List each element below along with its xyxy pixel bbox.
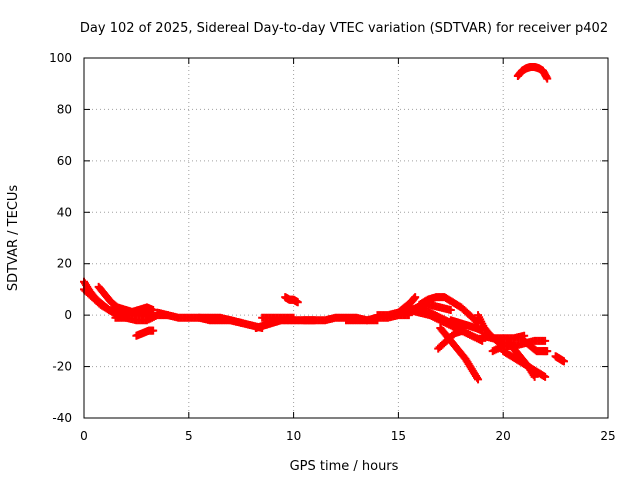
data-marks bbox=[80, 63, 568, 384]
data-point bbox=[149, 306, 158, 314]
y-tick-label: -40 bbox=[52, 411, 72, 425]
y-tick-label: 20 bbox=[57, 257, 72, 271]
data-point bbox=[530, 372, 539, 381]
series-arc-4 bbox=[109, 303, 158, 317]
axis-ticks: 0 5 10 15 20 25 -40 -20 0 20 40 60 80 100 bbox=[49, 51, 616, 443]
data-point bbox=[411, 293, 420, 302]
x-tick-label: 20 bbox=[496, 429, 511, 443]
x-tick-label: 10 bbox=[286, 429, 301, 443]
x-axis-label: GPS time / hours bbox=[290, 459, 399, 474]
series-arc-6 bbox=[132, 326, 158, 340]
y-tick-label: 40 bbox=[57, 205, 72, 219]
series-arc-17 bbox=[415, 293, 483, 327]
y-axis-label: SDTVAR / TECUs bbox=[6, 185, 21, 292]
series-arc-27 bbox=[520, 336, 552, 356]
data-point bbox=[293, 298, 302, 307]
x-tick-label: 5 bbox=[185, 429, 193, 443]
data-point bbox=[289, 313, 298, 322]
series-arc-11 bbox=[281, 293, 302, 307]
series-arc-26 bbox=[505, 339, 539, 381]
x-tick-label: 0 bbox=[80, 429, 88, 443]
y-tick-label: 0 bbox=[64, 308, 72, 322]
plot-frame bbox=[83, 57, 609, 419]
data-point bbox=[543, 347, 552, 356]
series-arc-29 bbox=[513, 63, 552, 83]
grid-lines bbox=[84, 58, 608, 418]
series-arc-28 bbox=[551, 352, 568, 366]
x-tick-label: 25 bbox=[600, 429, 615, 443]
data-point bbox=[543, 74, 552, 83]
y-tick-label: -20 bbox=[52, 360, 72, 374]
series-arc-10 bbox=[258, 313, 298, 322]
chart-title: Day 102 of 2025, Sidereal Day-to-day VTE… bbox=[80, 21, 608, 36]
series-arc-23 bbox=[478, 331, 529, 343]
data-point bbox=[541, 372, 550, 381]
series-arc-19 bbox=[446, 316, 487, 335]
y-tick-label: 60 bbox=[57, 154, 72, 168]
series-arc-21 bbox=[434, 326, 468, 353]
data-point bbox=[541, 336, 550, 345]
x-tick-label: 15 bbox=[391, 429, 406, 443]
data-point bbox=[474, 375, 483, 384]
y-tick-label: 100 bbox=[49, 51, 72, 65]
data-point bbox=[446, 306, 455, 314]
y-tick-label: 80 bbox=[57, 102, 72, 116]
data-point bbox=[459, 326, 468, 335]
data-point bbox=[149, 326, 158, 335]
data-point bbox=[559, 357, 568, 366]
